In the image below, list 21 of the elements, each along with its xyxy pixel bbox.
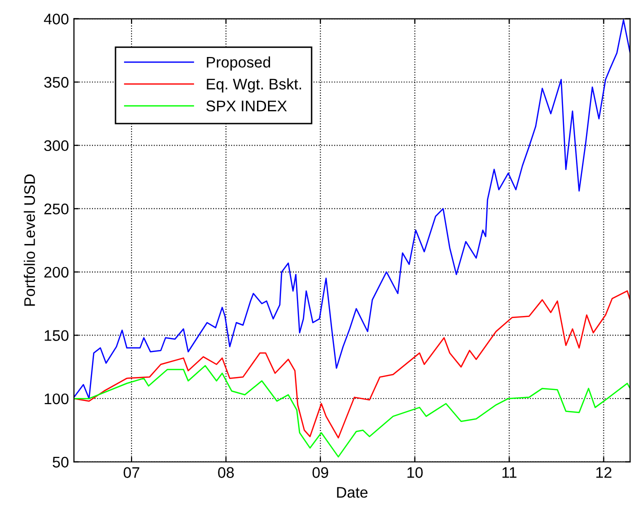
x-tick-label: 08: [218, 467, 234, 478]
y-tick-label: 100: [44, 393, 68, 404]
x-tick-label: 11: [502, 467, 516, 478]
y-tick-label: 200: [44, 266, 68, 278]
y-axis-title: Portfolio Level USD: [24, 174, 36, 306]
x-axis-title: Date: [337, 487, 368, 498]
x-tick-label: 12: [596, 467, 612, 478]
line-series: [74, 365, 630, 458]
y-tick-label: 250: [44, 204, 68, 214]
y-tick-label: 300: [44, 140, 68, 152]
line-series: [74, 290, 630, 438]
y-tick-label: 50: [52, 456, 68, 468]
y-tick-label: 150: [44, 330, 68, 341]
legend-label: Eq. Wgt. Bskt.: [206, 78, 302, 93]
x-tick-label: 09: [312, 467, 328, 478]
x-tick-label: 10: [407, 467, 423, 478]
y-tick-label: 400: [44, 14, 68, 24]
x-tick-label: 07: [124, 467, 140, 478]
legend-label: Proposed: [206, 56, 270, 71]
legend-label: SPX INDEX: [206, 100, 287, 112]
y-tick-label: 350: [44, 76, 68, 88]
